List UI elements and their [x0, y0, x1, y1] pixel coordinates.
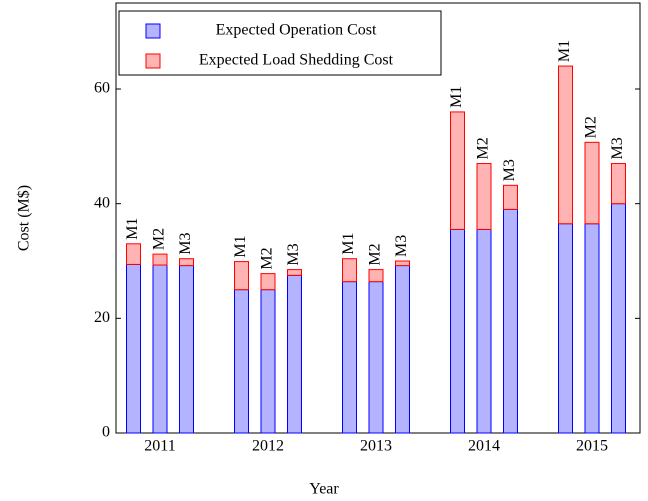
x-tick-label: 2013: [360, 438, 392, 455]
bar-segment: [368, 269, 384, 283]
bar-segment: [450, 111, 465, 230]
bar-segment: [287, 269, 302, 276]
bar-label: M2: [151, 228, 168, 250]
bar-label: M3: [609, 137, 626, 159]
bar-label: M2: [475, 137, 492, 159]
x-tick-label: 2012: [252, 438, 284, 455]
bar-segment: [179, 258, 194, 267]
bar-label: M2: [367, 243, 384, 265]
bar-label: M1: [340, 232, 357, 254]
bar-label: M2: [259, 247, 276, 269]
bar-segment: [558, 223, 573, 434]
bar-segment: [584, 141, 600, 225]
bar-segment: [287, 274, 302, 434]
bar-label: M1: [556, 40, 573, 62]
y-tick-label: 0: [102, 424, 110, 441]
bar-segment: [611, 163, 626, 205]
bar-segment: [234, 289, 249, 434]
bar-segment: [476, 163, 492, 230]
bar-segment: [260, 289, 276, 434]
legend-swatch: [145, 23, 161, 39]
bar-segment: [152, 264, 168, 434]
bar-segment: [584, 223, 600, 434]
bar-segment: [152, 253, 168, 266]
bar-segment: [342, 281, 357, 434]
bar-segment: [179, 265, 194, 434]
bar-segment: [611, 203, 626, 434]
bar-label: M3: [285, 243, 302, 265]
bar-segment: [395, 260, 410, 267]
x-tick-label: 2014: [468, 438, 500, 455]
x-tick-label: 2015: [576, 438, 608, 455]
x-axis-label: Year: [309, 481, 339, 498]
bar-segment: [126, 243, 141, 265]
y-tick-label: 20: [94, 309, 110, 326]
bar-segment: [476, 228, 492, 434]
x-tick-label: 2011: [144, 438, 175, 455]
bar-label: M1: [232, 235, 249, 257]
bar-segment: [450, 228, 465, 434]
y-axis-label: Cost (M$): [16, 185, 33, 251]
bar-label: M3: [177, 232, 194, 254]
bar-label: M2: [583, 116, 600, 138]
bar-segment: [503, 184, 518, 210]
bar-label: M1: [448, 86, 465, 108]
bar-segment: [234, 261, 249, 291]
bar-segment: [558, 65, 573, 225]
bar-segment: [503, 208, 518, 434]
bar-segment: [395, 265, 410, 434]
legend-label: Expected Load Shedding Cost: [199, 52, 394, 69]
bar-segment: [342, 258, 357, 283]
bar-label: M3: [501, 159, 518, 181]
legend-box: [118, 10, 442, 76]
legend-swatch: [145, 53, 161, 69]
bar-label: M1: [124, 218, 141, 240]
legend-label: Expected Operation Cost: [216, 22, 377, 39]
bar-label: M3: [393, 235, 410, 257]
bar-segment: [260, 273, 276, 291]
y-tick-label: 40: [94, 194, 110, 211]
y-tick-label: 60: [94, 80, 110, 97]
bar-segment: [126, 263, 141, 434]
bar-segment: [368, 281, 384, 434]
